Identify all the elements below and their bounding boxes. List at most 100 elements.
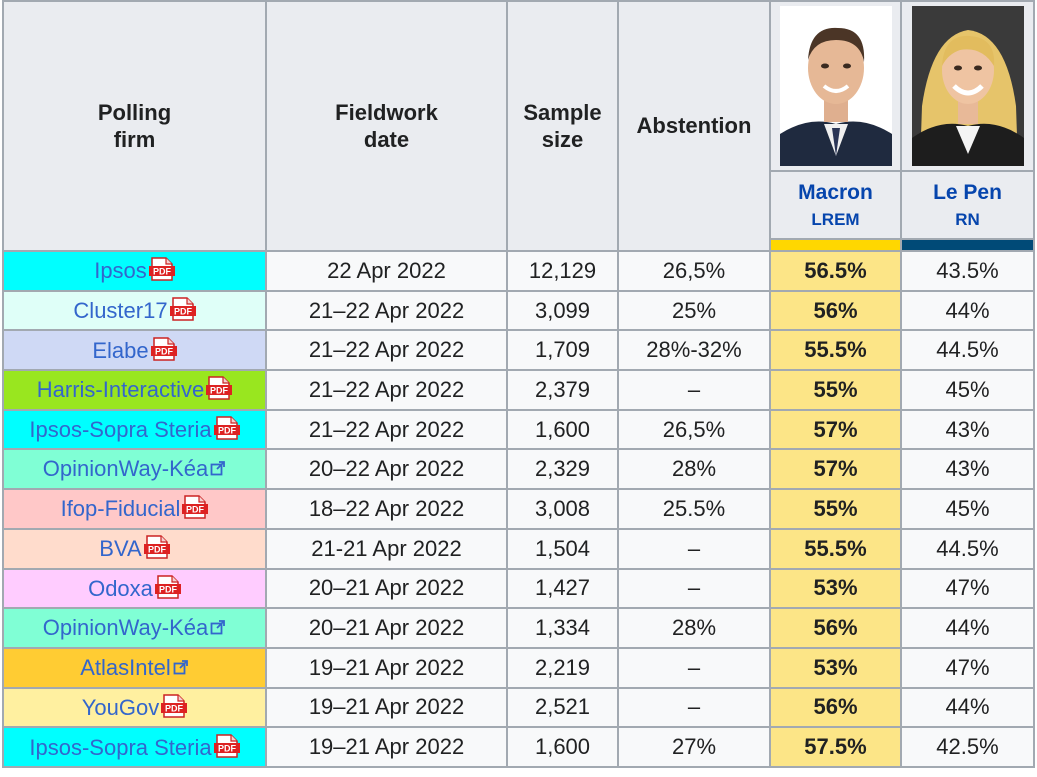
- polling-firm-link[interactable]: OpinionWay-Kéa: [42, 615, 209, 641]
- cell-polling-firm: OpinionWay-Kéa: [2, 607, 267, 649]
- cell-lepen-share: 47%: [900, 646, 1035, 689]
- pdf-icon[interactable]: PDF: [143, 535, 170, 559]
- pdf-icon[interactable]: PDF: [148, 257, 175, 282]
- cell-macron-share: 56%: [769, 686, 902, 729]
- table-row: Elabe PDF 21–22 Apr 2022 1,709 28%-32% 55.5% 4…: [2, 329, 1035, 372]
- cell-sample-size: 1,427: [506, 567, 619, 610]
- pdf-icon[interactable]: PDF: [169, 297, 196, 321]
- table-row: Ipsos-Sopra Steria PDF 19–21 Apr 2022 1,600…: [2, 726, 1035, 768]
- macron-photo[interactable]: [769, 0, 902, 172]
- cell-lepen-share: 44.5%: [900, 527, 1035, 570]
- header-abstention: Abstention: [617, 0, 771, 252]
- pdf-icon[interactable]: PDF: [206, 376, 233, 401]
- cell-lepen-share: 44%: [900, 607, 1035, 649]
- cell-lepen-share: 44.5%: [900, 329, 1035, 372]
- macron-portrait-image: [779, 6, 892, 166]
- cell-macron-share: 53%: [769, 646, 902, 689]
- polling-firm-link[interactable]: Ifop-Fiducial: [60, 496, 181, 522]
- table-row: YouGov PDF 19–21 Apr 2022 2,521–56% 44%: [2, 686, 1035, 729]
- cell-fieldwork-date: 21–22 Apr 2022: [265, 369, 508, 411]
- cell-fieldwork-date: 19–21 Apr 2022: [265, 646, 508, 689]
- polling-firm-link[interactable]: BVA: [99, 536, 142, 562]
- cell-fieldwork-date: 19–21 Apr 2022: [265, 686, 508, 729]
- table-row: Ipsos PDF 22 Apr 2022 12,129 26,5% 56.5% 43.5%: [2, 250, 1035, 292]
- table-row: OpinionWay-Kéa 20–21 Apr 2022 1,334 28% 56% 4…: [2, 607, 1035, 649]
- polling-firm-link[interactable]: OpinionWay-Kéa: [42, 456, 209, 482]
- polling-firm-link[interactable]: Harris-Interactive: [36, 377, 205, 403]
- table-row: Ifop-Fiducial PDF 18–22 Apr 2022 3,008 25.5%…: [2, 488, 1035, 530]
- candidate-name-macron[interactable]: Macron: [798, 181, 873, 204]
- polling-firm-link[interactable]: Ipsos-Sopra Steria: [29, 417, 212, 443]
- polling-firm-link[interactable]: Ipsos: [94, 258, 147, 284]
- cell-abstention: 27%: [617, 726, 771, 768]
- cell-sample-size: 2,521: [506, 686, 619, 729]
- cell-lepen-share: 44%: [900, 289, 1035, 332]
- cell-sample-size: 2,219: [506, 646, 619, 689]
- cell-fieldwork-date: 19–21 Apr 2022: [265, 726, 508, 768]
- cell-macron-share: 55%: [769, 488, 902, 530]
- cell-abstention: 26,5%: [617, 250, 771, 292]
- cell-macron-share: 56%: [769, 607, 902, 649]
- pdf-icon[interactable]: PDF: [213, 733, 240, 758]
- party-rn[interactable]: RN: [955, 210, 980, 229]
- cell-abstention: 28%: [617, 607, 771, 649]
- header-fieldwork-date: Fieldwork date: [265, 0, 508, 252]
- cell-polling-firm: Ipsos PDF: [2, 250, 267, 292]
- svg-text:PDF: PDF: [186, 505, 205, 515]
- cell-lepen-share: 45%: [900, 488, 1035, 530]
- cell-macron-share: 57.5%: [769, 726, 902, 768]
- polling-firm-link[interactable]: Ipsos-Sopra Steria: [29, 734, 212, 760]
- polling-firm-link[interactable]: Cluster17: [73, 298, 168, 324]
- cell-macron-share: 57%: [769, 408, 902, 451]
- cell-polling-firm: Cluster17 PDF: [2, 289, 267, 332]
- cell-sample-size: 1,600: [506, 408, 619, 451]
- cell-macron-share: 53%: [769, 567, 902, 610]
- cell-macron-share: 57%: [769, 448, 902, 491]
- cell-sample-size: 1,600: [506, 726, 619, 768]
- cell-abstention: –: [617, 369, 771, 411]
- lepen-color-swatch: [900, 238, 1035, 252]
- table-row: Ipsos-Sopra Steria PDF 21–22 Apr 2022 1,600…: [2, 408, 1035, 451]
- lepen-photo[interactable]: [900, 0, 1035, 172]
- cell-fieldwork-date: 21–22 Apr 2022: [265, 329, 508, 372]
- external-link-icon[interactable]: [210, 456, 226, 476]
- cell-polling-firm: Odoxa PDF: [2, 567, 267, 610]
- svg-text:PDF: PDF: [148, 545, 167, 555]
- cell-macron-share: 56%: [769, 289, 902, 332]
- polling-firm-link[interactable]: Elabe: [92, 337, 149, 363]
- cell-abstention: 25.5%: [617, 488, 771, 530]
- svg-text:PDF: PDF: [210, 386, 229, 396]
- party-lrem[interactable]: LREM: [811, 210, 860, 229]
- cell-fieldwork-date: 21–22 Apr 2022: [265, 408, 508, 451]
- table-row: BVA PDF 21-21 Apr 2022 1,504–55.5% 44.5%: [2, 527, 1035, 570]
- cell-abstention: –: [617, 527, 771, 570]
- cell-abstention: –: [617, 567, 771, 610]
- cell-sample-size: 12,129: [506, 250, 619, 292]
- cell-fieldwork-date: 22 Apr 2022: [265, 250, 508, 292]
- candidate-name-lepen[interactable]: Le Pen: [933, 181, 1002, 204]
- pdf-icon[interactable]: PDF: [213, 416, 240, 440]
- cell-lepen-share: 43%: [900, 448, 1035, 491]
- cell-abstention: 26,5%: [617, 408, 771, 451]
- pdf-icon[interactable]: PDF: [182, 495, 209, 520]
- external-link-icon[interactable]: [210, 615, 226, 635]
- pdf-icon[interactable]: PDF: [150, 336, 177, 361]
- pdf-icon[interactable]: PDF: [161, 694, 188, 718]
- cell-fieldwork-date: 20–21 Apr 2022: [265, 607, 508, 649]
- header-sample-size: Sample size: [506, 0, 619, 252]
- polling-firm-link[interactable]: Odoxa: [88, 575, 153, 601]
- cell-abstention: 28%-32%: [617, 329, 771, 372]
- lepen-portrait-image: [911, 6, 1024, 166]
- external-link-icon[interactable]: [173, 655, 189, 675]
- table-row: AtlasIntel 19–21 Apr 2022 2,219–53% 47%: [2, 646, 1035, 689]
- cell-lepen-share: 43.5%: [900, 250, 1035, 292]
- polling-firm-link[interactable]: YouGov: [81, 694, 160, 720]
- cell-lepen-share: 42.5%: [900, 726, 1035, 768]
- polling-firm-link[interactable]: AtlasIntel: [80, 654, 171, 680]
- cell-sample-size: 3,008: [506, 488, 619, 530]
- polls-body: Ipsos PDF 22 Apr 2022 12,129 26,5% 56.5% 43.5%…: [2, 250, 1035, 768]
- cell-abstention: –: [617, 646, 771, 689]
- cell-abstention: –: [617, 686, 771, 729]
- pdf-icon[interactable]: PDF: [154, 575, 181, 599]
